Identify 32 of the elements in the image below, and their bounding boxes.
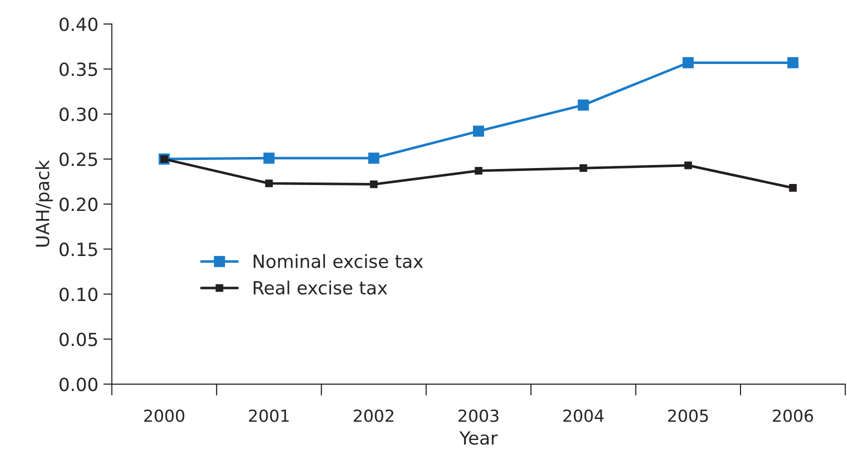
x-tick-label: 2000 bbox=[144, 409, 184, 422]
x-tick-label: 2004 bbox=[563, 409, 604, 422]
point bbox=[787, 57, 798, 68]
x-tick-label: 2002 bbox=[354, 409, 394, 422]
y-tick-label: 0.40 bbox=[60, 17, 98, 32]
point bbox=[265, 180, 273, 188]
x-tick-label: 2006 bbox=[772, 409, 814, 422]
y-tick-label: 0.25 bbox=[60, 152, 98, 166]
y-tick-label: 0.05 bbox=[60, 332, 98, 346]
y-tick-label: 0.15 bbox=[60, 242, 98, 256]
point bbox=[368, 152, 380, 164]
y-tick-label: 0.20 bbox=[60, 198, 98, 212]
y-tick-label: 0.10 bbox=[60, 288, 98, 302]
point bbox=[682, 57, 694, 68]
y-tick-label: 0.00 bbox=[60, 378, 98, 392]
x-axis-title: Year bbox=[459, 431, 498, 445]
point bbox=[578, 99, 589, 111]
x-tick-label: 2005 bbox=[668, 409, 708, 422]
point bbox=[474, 166, 482, 175]
legend-label: Nominal excise tax bbox=[254, 254, 423, 268]
legend-label: Real excise tax bbox=[254, 280, 388, 295]
point bbox=[473, 126, 484, 137]
point bbox=[684, 162, 692, 170]
x-tick-label: 2001 bbox=[248, 409, 289, 422]
y-tick-label: 0.30 bbox=[60, 108, 98, 122]
x-tick-label: 2003 bbox=[458, 409, 498, 422]
point bbox=[370, 180, 378, 188]
point bbox=[580, 164, 588, 172]
y-tick-label: 0.35 bbox=[60, 62, 98, 76]
point bbox=[263, 152, 275, 164]
point bbox=[789, 184, 797, 192]
y-axis-title: UAH/pack bbox=[35, 160, 53, 247]
